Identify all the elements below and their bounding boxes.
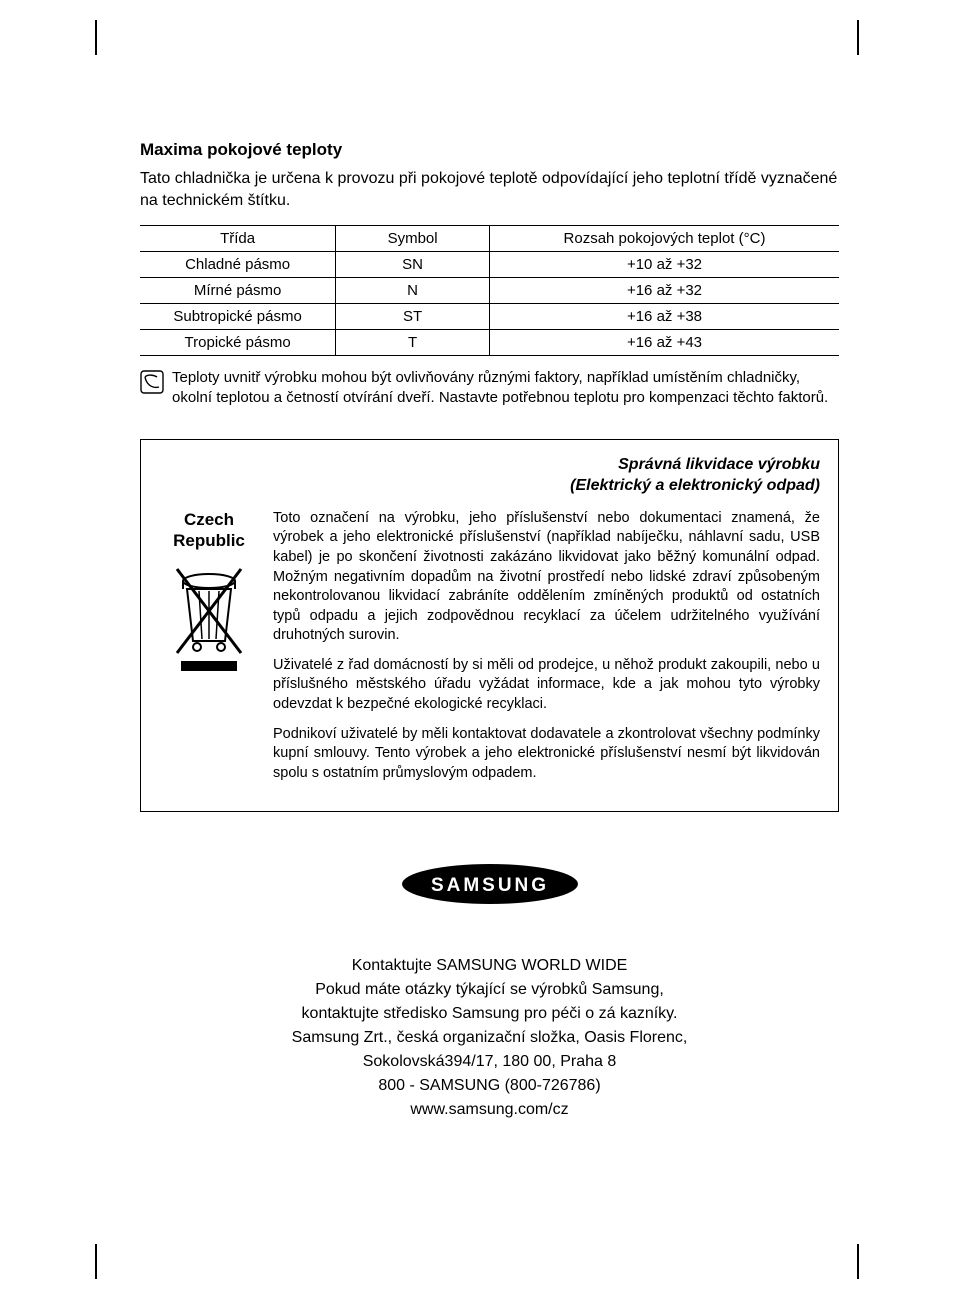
footer-line: Kontaktujte SAMSUNG WORLD WIDE	[140, 954, 839, 978]
footer-line: Sokolovská394/17, 180 00, Praha 8	[140, 1050, 839, 1074]
table-cell: ST	[336, 304, 490, 330]
crop-mark	[857, 20, 859, 55]
table-cell: +16 až +38	[489, 304, 839, 330]
table-cell: SN	[336, 252, 490, 278]
crop-mark	[95, 1244, 97, 1279]
table-header: Symbol	[336, 226, 490, 252]
table-cell: Chladné pásmo	[140, 252, 336, 278]
disposal-title: Správná likvidace výrobku (Elektrický a …	[159, 454, 820, 497]
disposal-left: Czech Republic	[159, 509, 259, 793]
table-cell: N	[336, 278, 490, 304]
table-cell: +10 až +32	[489, 252, 839, 278]
disposal-para: Uživatelé z řad domácností by si měli od…	[273, 656, 820, 715]
table-header: Třída	[140, 226, 336, 252]
intro-text: Tato chladnička je určena k provozu při …	[140, 168, 839, 211]
section-heading: Maxima pokojové teploty	[140, 140, 839, 160]
country-line: Czech	[184, 510, 234, 529]
table-cell: Tropické pásmo	[140, 330, 336, 356]
table-row: Mírné pásmo N +16 až +32	[140, 278, 839, 304]
disposal-box: Správná likvidace výrobku (Elektrický a …	[140, 439, 839, 813]
crop-mark	[95, 20, 97, 55]
content-area: Maxima pokojové teploty Tato chladnička …	[140, 140, 839, 1122]
table-cell: +16 až +43	[489, 330, 839, 356]
page: Maxima pokojové teploty Tato chladnička …	[0, 0, 954, 1299]
svg-text:SAMSUNG: SAMSUNG	[430, 875, 548, 896]
country-line: Republic	[173, 531, 245, 550]
table-row: Tropické pásmo T +16 až +43	[140, 330, 839, 356]
footer-line: kontaktujte středisko Samsung pro péči o…	[140, 1002, 839, 1026]
samsung-logo: SAMSUNG	[140, 862, 839, 914]
footer-line: www.samsung.com/cz	[140, 1098, 839, 1122]
weee-bin-icon	[159, 561, 259, 681]
footer-line: Pokud máte otázky týkající se výrobků Sa…	[140, 978, 839, 1002]
table-cell: Subtropické pásmo	[140, 304, 336, 330]
disposal-text: Toto označení na výrobku, jeho příslušen…	[273, 509, 820, 793]
table-row: Subtropické pásmo ST +16 až +38	[140, 304, 839, 330]
disposal-para: Toto označení na výrobku, jeho příslušen…	[273, 509, 820, 646]
table-cell: +16 až +32	[489, 278, 839, 304]
disposal-title-line: (Elektrický a elektronický odpad)	[570, 477, 820, 494]
footer-line: 800 - SAMSUNG (800-726786)	[140, 1074, 839, 1098]
note-text: Teploty uvnitř výrobku mohou být ovlivňo…	[172, 368, 839, 409]
table-cell: T	[336, 330, 490, 356]
table-row: Chladné pásmo SN +10 až +32	[140, 252, 839, 278]
country-label: Czech Republic	[159, 509, 259, 552]
footer: SAMSUNG Kontaktujte SAMSUNG WORLD WIDE P…	[140, 862, 839, 1122]
footer-line: Samsung Zrt., česká organizační složka, …	[140, 1026, 839, 1050]
disposal-title-line: Správná likvidace výrobku	[618, 456, 820, 473]
note-row: Teploty uvnitř výrobku mohou být ovlivňo…	[140, 368, 839, 409]
note-icon	[140, 370, 166, 409]
disposal-para: Podnikoví uživatelé by měli kontaktovat …	[273, 725, 820, 784]
disposal-body: Czech Republic	[159, 509, 820, 793]
table-header-row: Třída Symbol Rozsah pokojových teplot (°…	[140, 226, 839, 252]
crop-mark	[857, 1244, 859, 1279]
table-cell: Mírné pásmo	[140, 278, 336, 304]
temperature-table: Třída Symbol Rozsah pokojových teplot (°…	[140, 225, 839, 356]
table-header: Rozsah pokojových teplot (°C)	[489, 226, 839, 252]
